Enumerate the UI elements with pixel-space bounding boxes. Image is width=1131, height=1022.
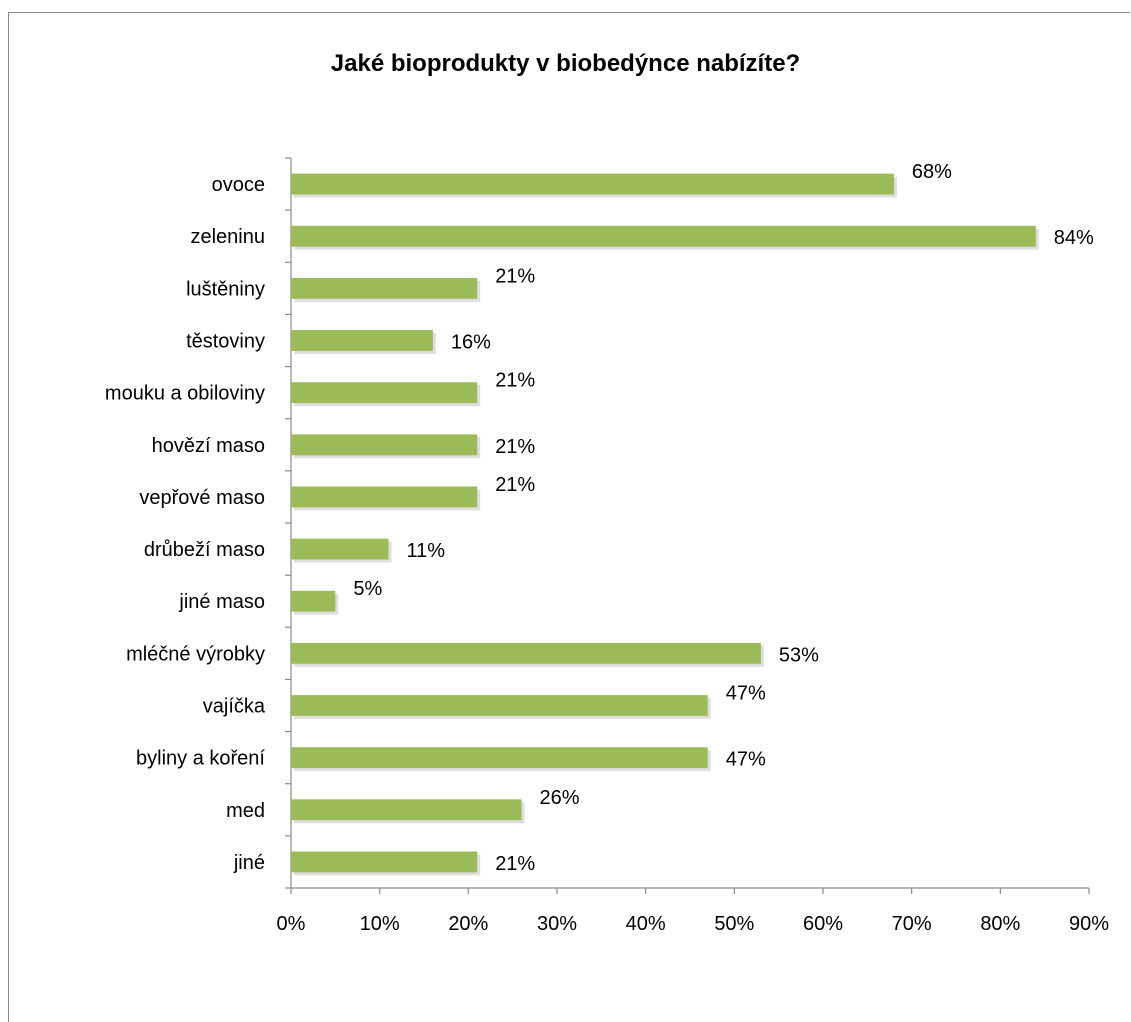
bar <box>291 330 433 351</box>
data-label: 5% <box>353 578 382 600</box>
bar <box>291 799 522 821</box>
data-label: 47% <box>726 749 766 771</box>
bar <box>291 486 478 508</box>
category-label: hovězí maso <box>152 435 265 457</box>
x-tick-label: 30% <box>537 913 577 935</box>
data-label: 21% <box>495 370 535 392</box>
x-tick-labels: 0% 10% 20% 30% 40% 50% 60% 70% 80% 90% <box>277 913 1110 935</box>
x-tick-label: 70% <box>892 913 932 935</box>
category-label: ovoce <box>212 174 265 196</box>
axes <box>285 157 1090 894</box>
data-label: 26% <box>540 787 580 809</box>
x-tick-label: 90% <box>1069 913 1109 935</box>
category-label: zeleninu <box>190 226 265 248</box>
bar <box>291 225 1036 247</box>
bar <box>291 642 761 664</box>
category-label: luštěniny <box>186 278 265 300</box>
x-tick-label: 0% <box>277 913 306 935</box>
bar <box>291 277 478 299</box>
x-tick-label: 10% <box>360 913 400 935</box>
category-label: byliny a koření <box>136 748 265 770</box>
bar <box>291 695 708 716</box>
bars <box>291 173 1039 876</box>
data-label: 21% <box>495 853 535 875</box>
category-label: mouku a obiloviny <box>105 383 265 405</box>
bar <box>291 173 894 195</box>
data-label: 21% <box>495 474 535 496</box>
bar <box>291 851 478 873</box>
bar <box>291 538 389 560</box>
chart-title: Jaké bioprodukty v biobedýnce nabízíte? <box>330 50 801 77</box>
data-label: 21% <box>495 265 535 287</box>
bar <box>291 590 336 612</box>
data-label: 11% <box>407 540 446 562</box>
x-tick-label: 20% <box>448 913 488 935</box>
data-label: 53% <box>779 644 819 666</box>
bar <box>291 747 708 769</box>
data-label: 21% <box>495 436 535 458</box>
x-tick-label: 60% <box>803 913 843 935</box>
data-label: 84% <box>1054 227 1094 249</box>
category-label: těstoviny <box>186 331 265 353</box>
category-label: vajíčka <box>203 696 266 718</box>
bar <box>291 382 478 404</box>
data-label: 68% <box>912 161 952 183</box>
data-labels: 68%84%21%16%21%21%21%11%5%53%47%47%26%21… <box>353 161 1094 875</box>
x-tick-label: 80% <box>980 913 1020 935</box>
category-label: vepřové maso <box>139 487 265 509</box>
x-tick-label: 40% <box>626 913 666 935</box>
data-label: 47% <box>726 683 766 705</box>
chart-frame <box>8 12 1130 1022</box>
category-labels: ovoce zeleninu luštěniny těstoviny mouku a o… <box>105 174 266 874</box>
category-label: drůbeží maso <box>144 539 265 561</box>
category-label: jiné <box>233 852 265 874</box>
category-label: mléčné výrobky <box>126 643 265 665</box>
category-label: jiné maso <box>178 591 265 613</box>
data-label: 16% <box>451 332 491 354</box>
bar <box>291 434 478 456</box>
category-label: med <box>226 800 265 822</box>
x-tick-label: 50% <box>714 913 754 935</box>
